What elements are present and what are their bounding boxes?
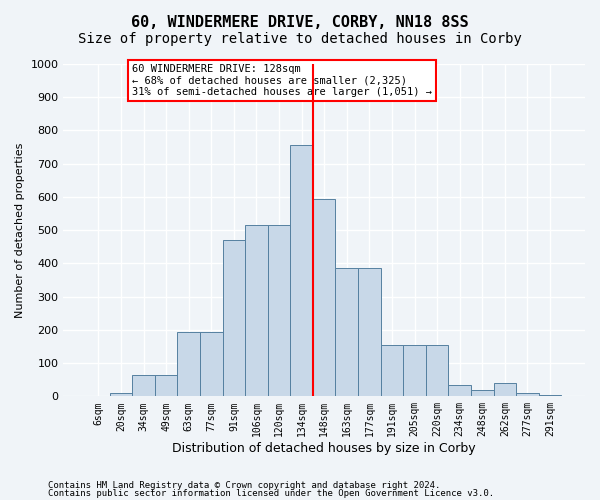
Bar	[335, 268, 358, 396]
Bar	[268, 225, 290, 396]
Bar	[132, 374, 155, 396]
Bar	[403, 345, 426, 397]
Bar	[358, 268, 380, 396]
Text: 60, WINDERMERE DRIVE, CORBY, NN18 8SS: 60, WINDERMERE DRIVE, CORBY, NN18 8SS	[131, 15, 469, 30]
Bar	[155, 374, 178, 396]
Bar	[448, 384, 471, 396]
Bar	[223, 240, 245, 396]
Text: 60 WINDERMERE DRIVE: 128sqm
← 68% of detached houses are smaller (2,325)
31% of : 60 WINDERMERE DRIVE: 128sqm ← 68% of det…	[132, 64, 432, 97]
Bar	[516, 393, 539, 396]
Bar	[245, 225, 268, 396]
Text: Contains HM Land Registry data © Crown copyright and database right 2024.: Contains HM Land Registry data © Crown c…	[48, 481, 440, 490]
Bar	[313, 198, 335, 396]
Bar	[200, 332, 223, 396]
Bar	[290, 146, 313, 396]
Bar	[471, 390, 494, 396]
Bar	[539, 394, 561, 396]
Bar	[426, 345, 448, 397]
Bar	[110, 393, 132, 396]
Bar	[380, 345, 403, 397]
Text: Contains public sector information licensed under the Open Government Licence v3: Contains public sector information licen…	[48, 488, 494, 498]
Bar	[494, 383, 516, 396]
Text: Size of property relative to detached houses in Corby: Size of property relative to detached ho…	[78, 32, 522, 46]
Bar	[178, 332, 200, 396]
X-axis label: Distribution of detached houses by size in Corby: Distribution of detached houses by size …	[172, 442, 476, 455]
Y-axis label: Number of detached properties: Number of detached properties	[15, 142, 25, 318]
